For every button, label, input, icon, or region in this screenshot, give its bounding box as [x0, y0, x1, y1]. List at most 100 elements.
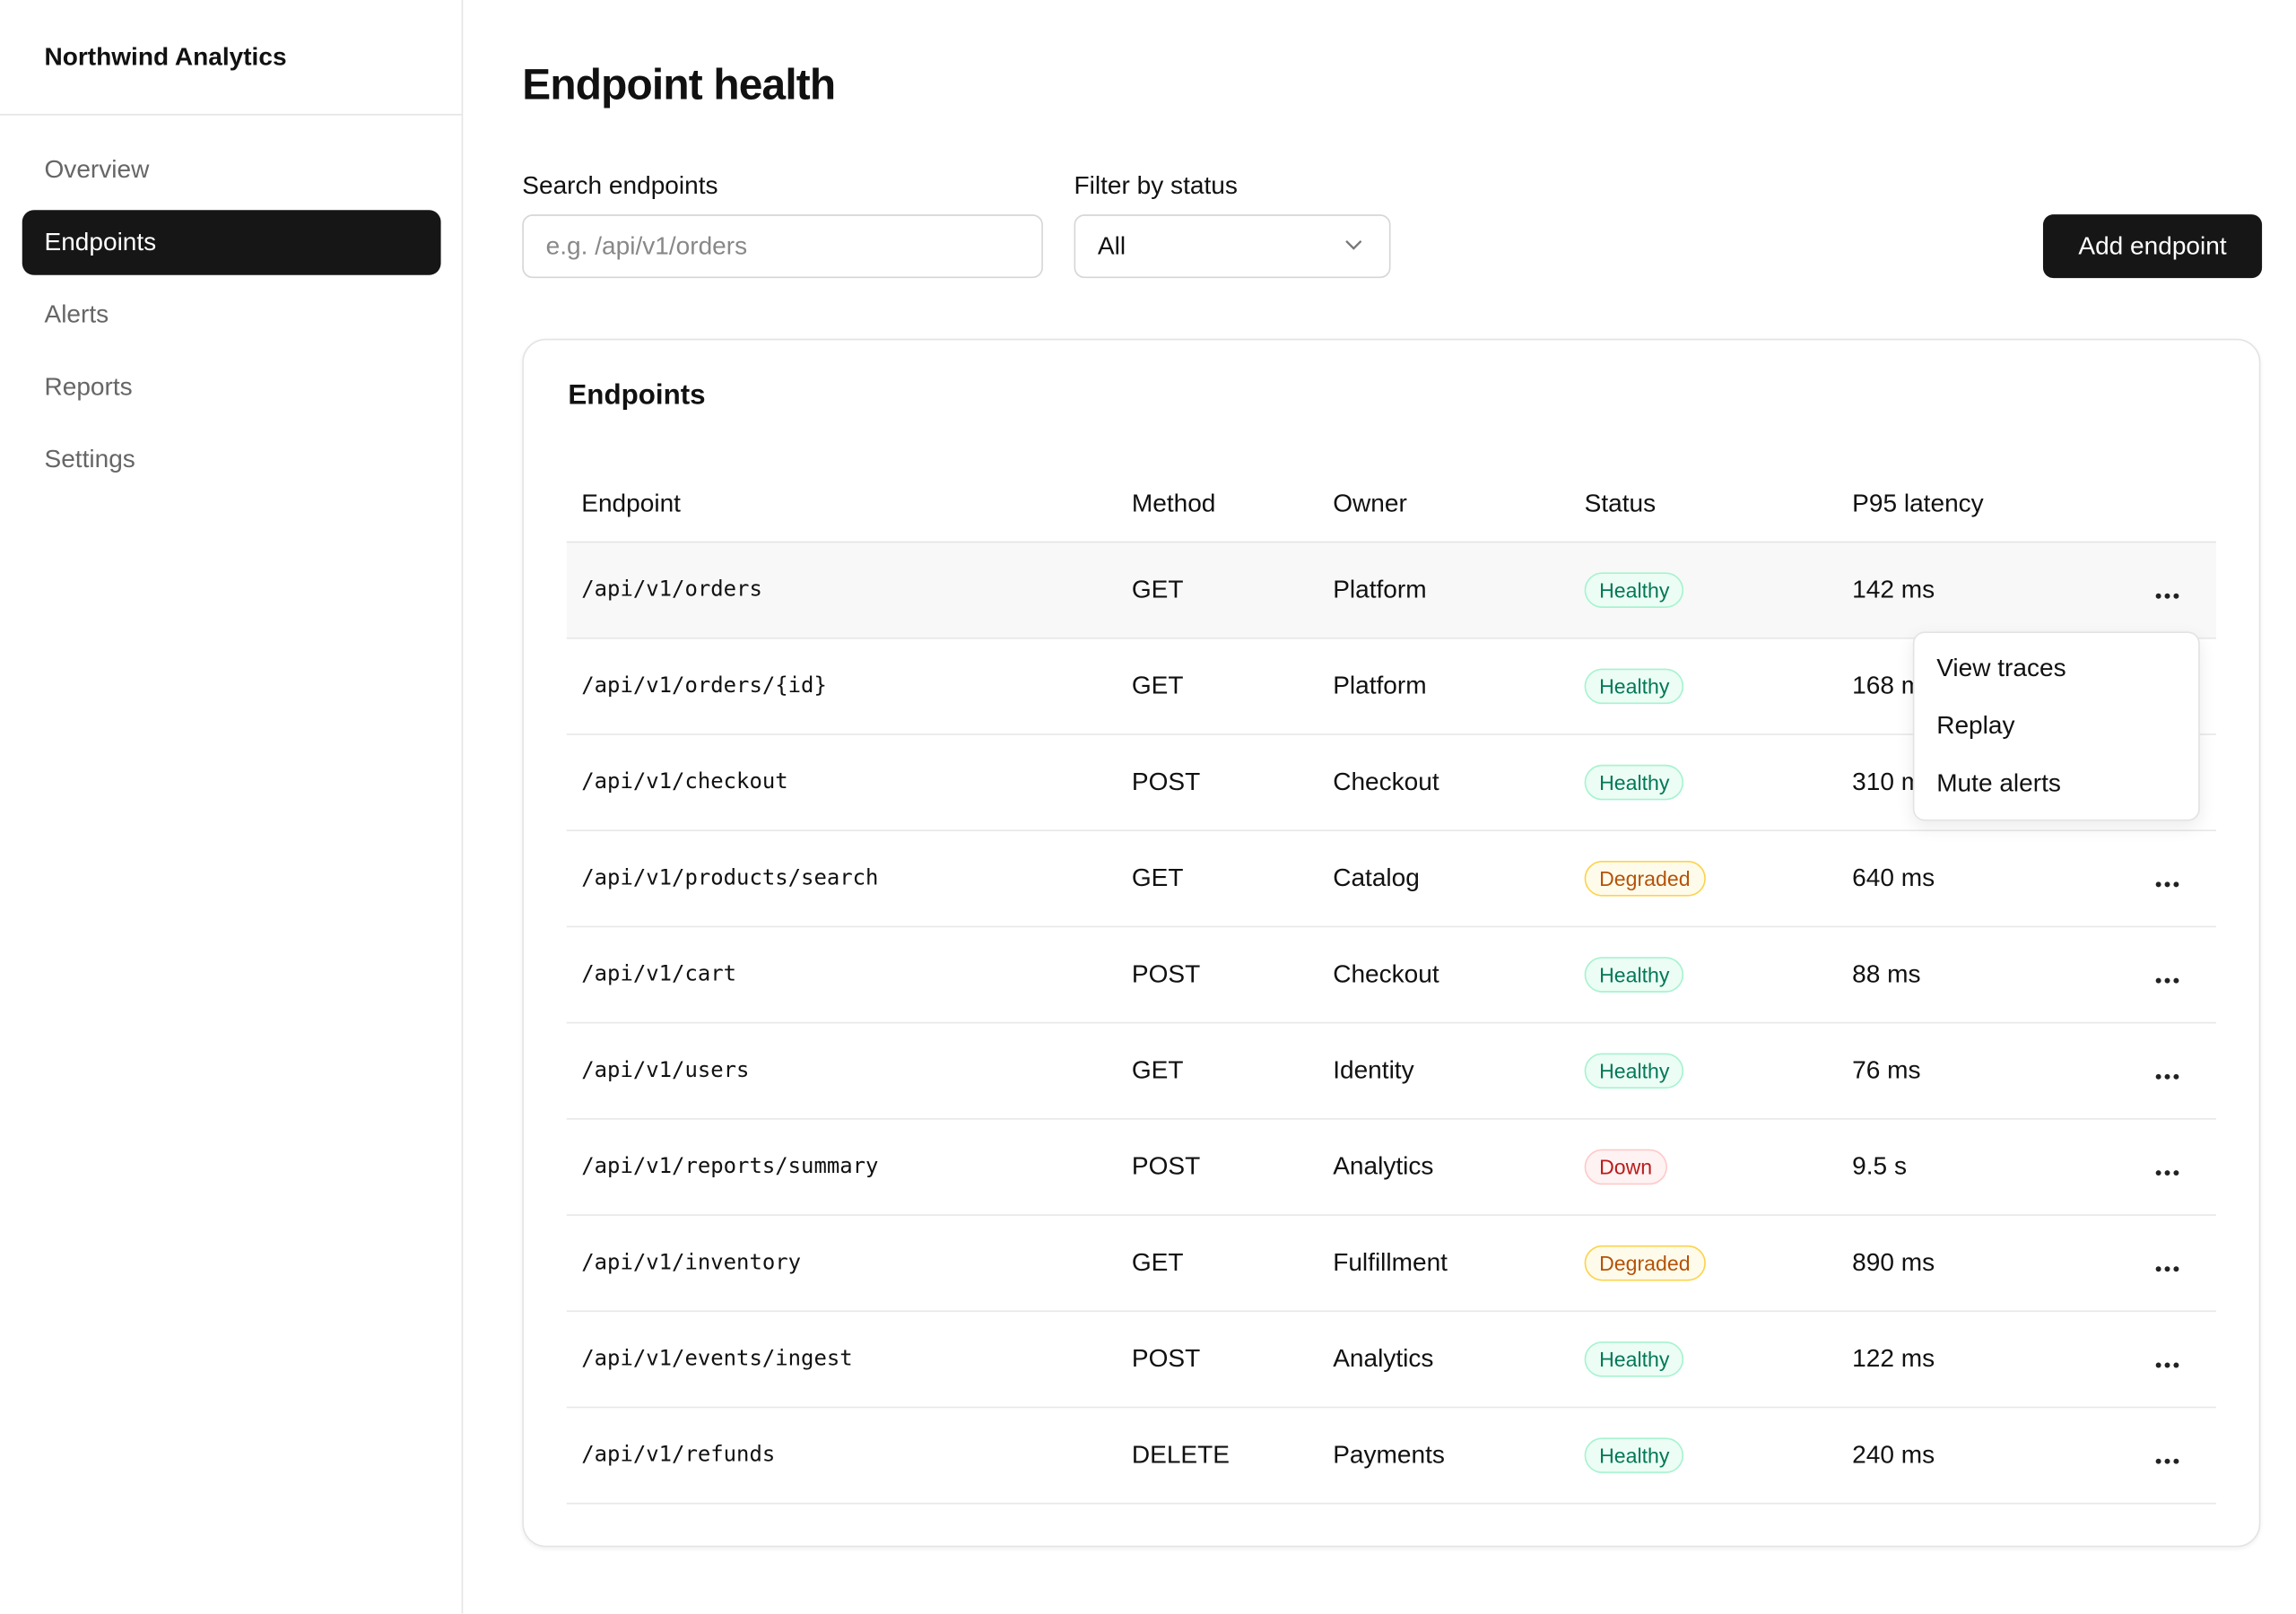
table-row[interactable]: /api/v1/reports/summary POST Analytics Down… [566, 1120, 2216, 1216]
status-badge: Degraded [1584, 1245, 1706, 1281]
table-row[interactable]: /api/v1/cart POST Checkout Healthy 88 ms [566, 927, 2216, 1024]
endpoint: /api/v1/inventory [581, 1251, 802, 1275]
endpoint: /api/v1/checkout [581, 770, 788, 794]
latency: 122 ms [1852, 1344, 1935, 1373]
page-title: Endpoint health [522, 62, 836, 110]
method: GET [1131, 1055, 1184, 1085]
method: POST [1131, 1344, 1201, 1373]
more-button[interactable] [2154, 1158, 2181, 1185]
ellipsis-icon [2155, 1170, 2179, 1176]
menu-item[interactable]: Mute alerts [1936, 768, 2061, 798]
column-header: Method [1131, 489, 1216, 518]
status-badge: Healthy [1584, 957, 1684, 993]
method: GET [1131, 671, 1184, 700]
table-row[interactable]: /api/v1/products/search GET Catalog Degrade… [566, 831, 2216, 928]
ellipsis-icon [2155, 1458, 2179, 1464]
search-input[interactable]: e.g. /api/v1/orders [522, 214, 1043, 279]
latency: 240 ms [1852, 1440, 1935, 1469]
table-row[interactable]: /api/v1/users GET Identity Healthy 76 ms [566, 1023, 2216, 1120]
owner: Checkout [1333, 959, 1439, 988]
method: POST [1131, 768, 1201, 796]
method: GET [1131, 863, 1184, 892]
sidebar [0, 0, 464, 1614]
method: GET [1131, 1248, 1184, 1277]
more-button[interactable] [2154, 1254, 2181, 1281]
ellipsis-icon [2155, 977, 2179, 984]
owner: Payments [1333, 1440, 1445, 1469]
status-badge: Healthy [1584, 1341, 1684, 1377]
more-button[interactable] [2154, 1446, 2181, 1473]
status-select[interactable]: All [1074, 214, 1391, 279]
menu-item[interactable]: View traces [1936, 654, 2066, 682]
more-button[interactable] [2154, 966, 2181, 993]
method: POST [1131, 959, 1201, 988]
more-button[interactable] [2154, 581, 2181, 608]
endpoint: /api/v1/orders/{id} [581, 674, 827, 699]
owner: Platform [1333, 575, 1427, 603]
endpoint: /api/v1/products/search [581, 866, 879, 890]
table-row[interactable]: /api/v1/inventory GET Fulfillment Degraded 8… [566, 1216, 2216, 1313]
brand: Northwind Analytics [44, 42, 287, 72]
card [522, 338, 2261, 1548]
status-badge: Healthy [1584, 668, 1684, 705]
endpoint: /api/v1/refunds [581, 1443, 776, 1468]
divider [0, 114, 462, 116]
owner: Platform [1333, 671, 1427, 700]
add-button[interactable]: Add endpoint [2042, 214, 2263, 279]
method: DELETE [1131, 1440, 1230, 1469]
column-header: Endpoint [581, 489, 681, 518]
latency: 9.5 s [1852, 1151, 1907, 1181]
endpoint: /api/v1/cart [581, 962, 737, 987]
owner: Fulfillment [1333, 1248, 1448, 1277]
latency: 76 ms [1852, 1055, 1921, 1085]
nav-item[interactable]: Alerts [44, 299, 109, 329]
method: POST [1131, 1151, 1201, 1181]
ellipsis-icon [2155, 593, 2179, 599]
nav-item[interactable]: Reports [44, 372, 133, 402]
more-button[interactable] [2154, 870, 2181, 897]
ellipsis-icon [2155, 1362, 2179, 1368]
endpoint: /api/v1/users [581, 1059, 750, 1083]
owner: Identity [1333, 1055, 1414, 1085]
ellipsis-icon [2155, 1266, 2179, 1272]
nav-item[interactable]: Settings [44, 445, 135, 473]
endpoint: /api/v1/orders [581, 577, 762, 603]
owner: Analytics [1333, 1151, 1434, 1181]
endpoint: /api/v1/reports/summary [581, 1155, 879, 1179]
table-row[interactable]: /api/v1/refunds DELETE Payments Healthy 240 … [566, 1408, 2216, 1505]
method: GET [1131, 575, 1184, 603]
table-row[interactable]: /api/v1/checkout POST Checkout Healthy 310 m… [566, 735, 2216, 832]
status-badge: Healthy [1584, 764, 1684, 801]
latency: 640 ms [1852, 863, 1935, 892]
nav-item[interactable]: Overview [44, 155, 150, 184]
owner: Analytics [1333, 1344, 1434, 1373]
card-title: Endpoints [568, 379, 706, 412]
chevron [1345, 240, 1362, 250]
latency: 142 ms [1852, 575, 1935, 603]
owner: Checkout [1333, 768, 1439, 796]
column-header: P95 latency [1852, 489, 1984, 518]
more-button[interactable] [2154, 1062, 2181, 1089]
table-row[interactable]: /api/v1/orders GET Platform Healthy 142 ms [566, 542, 2216, 639]
ellipsis-icon [2155, 1073, 2179, 1080]
select-value: All [1097, 231, 1126, 261]
nav-item[interactable]: Endpoints [22, 210, 441, 275]
ellipsis-icon [2155, 881, 2179, 888]
table-row[interactable]: /api/v1/events/ingest POST Analytics Health… [566, 1312, 2216, 1409]
status-badge: Healthy [1584, 572, 1684, 608]
table-row[interactable]: /api/v1/orders/{id} GET Platform Healthy 168… [566, 639, 2216, 735]
status-badge: Degraded [1584, 861, 1706, 897]
status-badge: Healthy [1584, 1053, 1684, 1089]
more-button[interactable] [2154, 1350, 2181, 1377]
latency: 88 ms [1852, 959, 1921, 988]
header-line [566, 541, 2216, 543]
endpoint: /api/v1/events/ingest [581, 1347, 853, 1372]
row-menu: View traces Replay Mute alerts [1912, 631, 2200, 821]
latency: 890 ms [1852, 1248, 1935, 1277]
column-header: Owner [1333, 489, 1407, 518]
search-label: Search endpoints [522, 171, 718, 200]
owner: Catalog [1333, 863, 1420, 892]
status-label: Filter by status [1074, 171, 1238, 200]
menu-item[interactable]: Replay [1936, 711, 2015, 740]
